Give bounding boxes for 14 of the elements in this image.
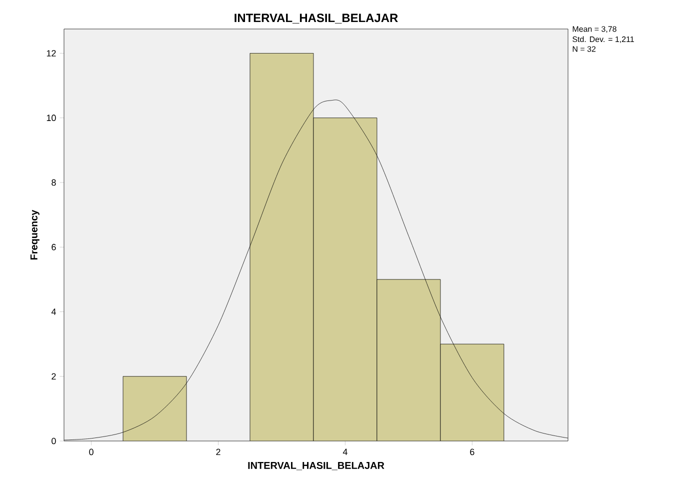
x-tick-label: 6 [470,448,474,456]
y-tick-label: 6 [52,244,56,250]
y-tick-label: 4 [51,308,56,315]
x-tick-label: 0 [89,448,94,456]
y-tick-label: 12 [46,50,56,56]
x-axis-title: INTERVAL_HASIL_BELAJAR [248,462,384,470]
y-tick-label: 2 [52,373,56,380]
y-tick-label: 0 [52,438,56,444]
y-tick-label: 10 [46,114,56,122]
y-tick-label: 8 [52,179,56,186]
x-tick-label: 2 [216,448,220,456]
y-axis-title: Frequency [30,210,40,260]
x-tick-label: 4 [342,448,348,455]
chart-title: INTERVAL_HASIL_BELAJAR [234,14,398,24]
